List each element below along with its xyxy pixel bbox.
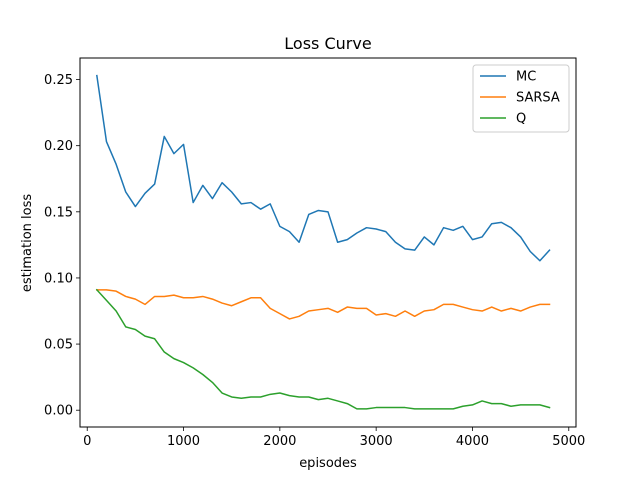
y-tick-label: 0.15 [44,205,73,220]
x-tick-label: 4000 [456,434,489,449]
legend-label-mc: MC [516,70,536,85]
series-line-q [95,288,551,410]
series-line-mc [95,74,551,262]
series-line-sarsa [96,289,551,320]
y-axis-label: estimation loss [20,194,35,292]
x-axis-label: episodes [299,456,357,471]
legend-box [472,64,570,133]
legend-label-q: Q [516,112,526,127]
x-tick-label: 5000 [552,434,585,449]
axes-frame [79,57,577,428]
legend: MC SARSA Q [472,64,570,133]
y-tick-label: 0.00 [44,404,73,419]
legend-label-sarsa: SARSA [516,91,560,106]
x-tick-label: 3000 [360,434,393,449]
chart-title: Loss Curve [284,34,371,53]
y-tick-label: 0.25 [44,73,73,88]
y-tick-label: 0.05 [44,338,73,353]
x-tick-label: 1000 [167,434,200,449]
y-tick-label: 0.20 [44,139,73,154]
plot-area: 0 1000 2000 3000 4000 5000 0.00 0.05 0.10 0.15 0.2… [44,57,585,449]
x-tick-label: 0 [83,434,91,449]
x-tick-label: 2000 [263,434,296,449]
y-tick-label: 0.10 [44,271,73,286]
